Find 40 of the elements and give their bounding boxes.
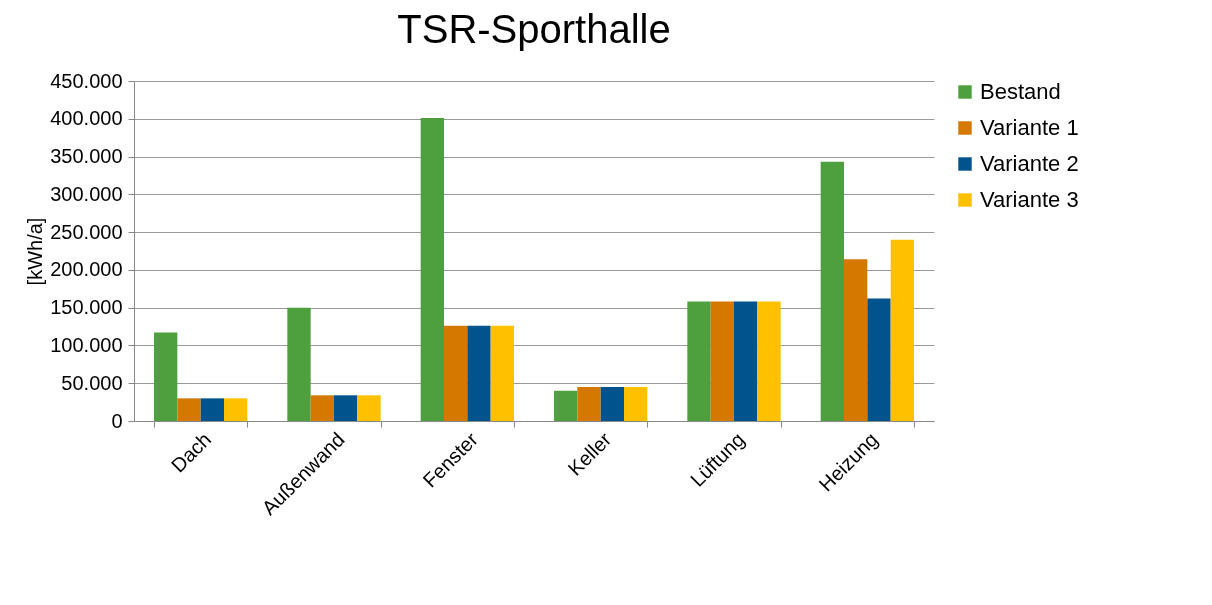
bar [577, 387, 601, 421]
legend-label: Variante 3 [980, 187, 1079, 212]
bar [334, 395, 358, 421]
bar [710, 301, 734, 421]
bar [177, 398, 201, 421]
bar [554, 390, 578, 421]
y-tick-label: 400.000 [50, 107, 123, 130]
bar [490, 325, 514, 421]
bar [624, 387, 648, 421]
y-tick-label: 150.000 [50, 296, 123, 319]
bar [687, 301, 711, 421]
legend-label: Bestand [980, 79, 1061, 104]
y-tick-label: 100.000 [50, 333, 123, 356]
bar [890, 239, 914, 421]
chart-title: TSR-Sporthalle [397, 7, 671, 51]
bar [820, 161, 844, 421]
bar [844, 259, 868, 421]
legend-label: Variante 1 [980, 115, 1079, 140]
bar [867, 298, 891, 421]
bar [600, 387, 624, 421]
bar [287, 307, 311, 421]
bar [310, 395, 334, 421]
bar [200, 398, 224, 421]
bar [734, 301, 758, 421]
y-tick-label: 300.000 [50, 182, 123, 205]
y-tick-label: 350.000 [50, 145, 123, 168]
y-tick-label: 200.000 [50, 258, 123, 281]
bar [444, 325, 468, 421]
bar [357, 395, 381, 421]
legend-label: Variante 2 [980, 151, 1079, 176]
y-tick-label: 250.000 [50, 220, 123, 243]
bar [420, 118, 444, 421]
y-tick-label: 450.000 [50, 69, 123, 92]
y-tick-label: 50.000 [61, 371, 123, 394]
bar [154, 332, 178, 421]
bar [757, 301, 781, 421]
y-tick-label: 0 [111, 409, 123, 432]
bar [467, 325, 491, 421]
bar [224, 398, 248, 421]
y-axis-title: [kWh/a] [24, 217, 47, 286]
